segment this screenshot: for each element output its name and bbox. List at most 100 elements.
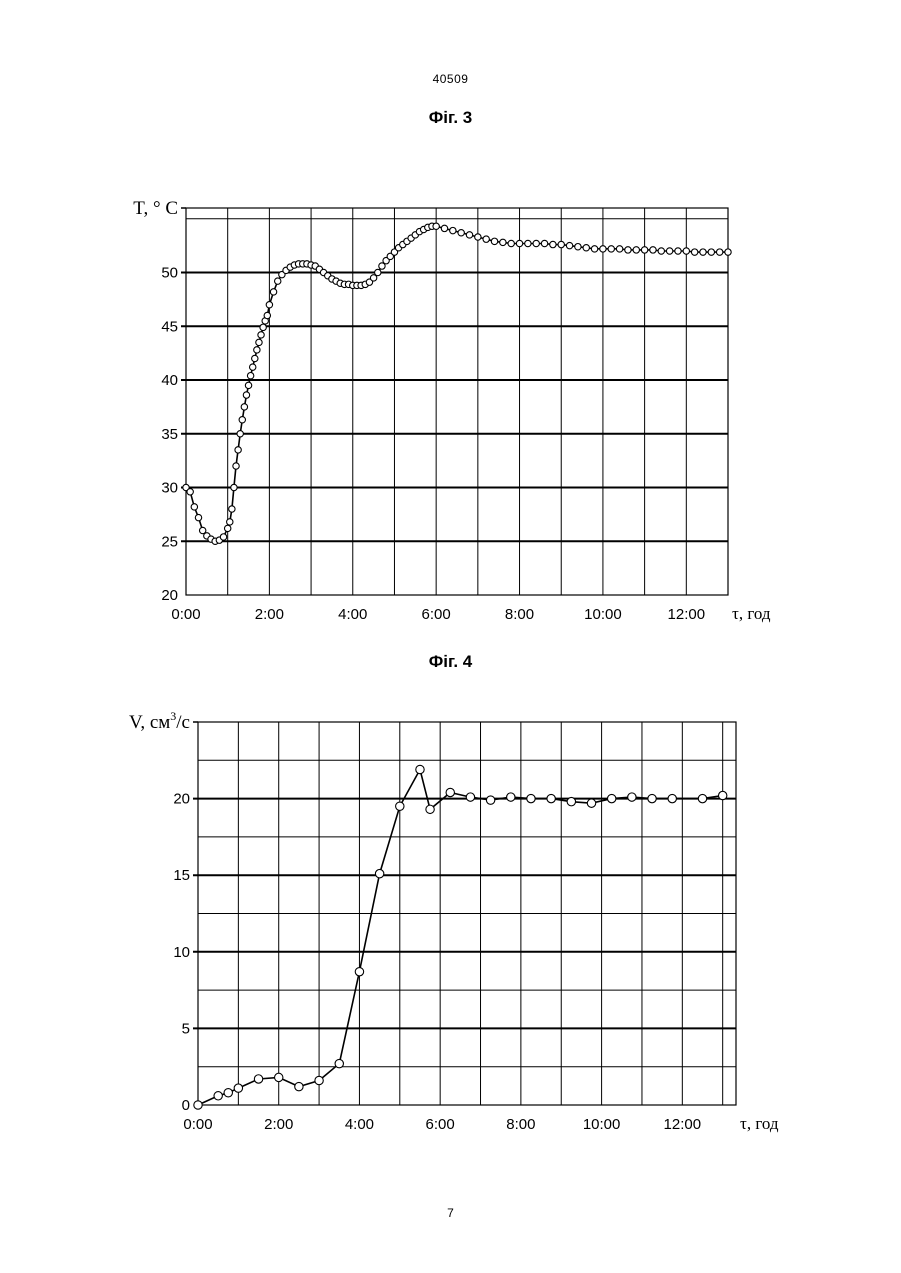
y-tick-label: 45 (161, 318, 178, 335)
data-point (550, 241, 556, 247)
page-number: 7 (0, 1206, 901, 1220)
x-tick-label: 6:00 (426, 1116, 455, 1133)
data-point (525, 240, 531, 246)
y-tick-label: 40 (161, 372, 178, 389)
y-tick-label: 30 (161, 480, 178, 497)
data-point (224, 525, 230, 531)
figure-3-title: Фіг. 3 (0, 108, 901, 128)
data-point (247, 373, 253, 379)
data-point (187, 489, 193, 495)
data-point (194, 1101, 202, 1109)
y-tick-label: 35 (161, 426, 178, 443)
data-point (633, 247, 639, 253)
plot-frame (186, 208, 728, 595)
data-point (275, 1073, 283, 1081)
data-point (416, 765, 424, 773)
data-point (533, 240, 539, 246)
x-tick-label: 2:00 (255, 606, 284, 623)
x-tick-label: 8:00 (506, 1116, 535, 1133)
data-point (229, 506, 235, 512)
x-tick-label: 10:00 (583, 1116, 621, 1133)
data-point (508, 240, 514, 246)
data-point (243, 392, 249, 398)
data-point (227, 519, 233, 525)
data-point (668, 794, 676, 802)
data-point (270, 289, 276, 295)
y-tick-label: 50 (161, 265, 178, 282)
x-tick-label: 4:00 (338, 606, 367, 623)
data-point (648, 794, 656, 802)
data-point (250, 364, 256, 370)
data-point (375, 269, 381, 275)
data-point (666, 248, 672, 254)
x-tick-label: 4:00 (345, 1116, 374, 1133)
x-tick-label: 0:00 (171, 606, 200, 623)
data-point (516, 240, 522, 246)
data-point (583, 245, 589, 251)
data-point (233, 463, 239, 469)
data-point (433, 223, 439, 229)
x-tick-label: 6:00 (422, 606, 451, 623)
data-point (254, 1075, 262, 1083)
data-point (195, 514, 201, 520)
x-axis-title: τ, год (740, 1114, 779, 1133)
data-point (275, 278, 281, 284)
data-point (191, 504, 197, 510)
data-point (260, 324, 266, 330)
data-point (426, 805, 434, 813)
data-point (625, 247, 631, 253)
data-point (658, 248, 664, 254)
y-tick-label: 10 (173, 944, 190, 961)
data-point (375, 869, 383, 877)
data-point (567, 797, 575, 805)
data-point (258, 332, 264, 338)
data-point (607, 794, 615, 802)
data-point (708, 249, 714, 255)
data-point (698, 794, 706, 802)
data-point (650, 247, 656, 253)
y-axis-title: T, ° C (133, 198, 178, 219)
data-point (683, 248, 689, 254)
data-point (691, 249, 697, 255)
data-point (245, 382, 251, 388)
data-point (237, 431, 243, 437)
data-point (591, 246, 597, 252)
data-point (541, 240, 547, 246)
data-point (264, 312, 270, 318)
data-point (231, 484, 237, 490)
flow-rate-chart: 051015200:002:004:006:008:0010:0012:00τ,… (0, 710, 901, 1160)
data-point (214, 1092, 222, 1100)
data-point (675, 248, 681, 254)
data-point (446, 788, 454, 796)
data-point (547, 794, 555, 802)
data-point (241, 404, 247, 410)
data-point (616, 246, 622, 252)
data-point (507, 793, 515, 801)
data-point (700, 249, 706, 255)
data-point (220, 534, 226, 540)
data-point (608, 246, 614, 252)
data-point (466, 232, 472, 238)
data-point (450, 227, 456, 233)
x-tick-label: 12:00 (664, 1116, 702, 1133)
data-point (396, 802, 404, 810)
y-tick-label: 15 (173, 867, 190, 884)
data-point (254, 347, 260, 353)
data-point (500, 239, 506, 245)
data-point (315, 1076, 323, 1084)
x-tick-label: 0:00 (183, 1116, 212, 1133)
y-tick-label: 20 (161, 587, 178, 604)
y-tick-label: 0 (182, 1097, 190, 1114)
x-tick-label: 12:00 (668, 606, 706, 623)
data-point (441, 225, 447, 231)
data-point (355, 968, 363, 976)
data-point (600, 246, 606, 252)
data-point (458, 230, 464, 236)
data-point (256, 339, 262, 345)
data-point (235, 447, 241, 453)
figure-4-title: Фіг. 4 (0, 652, 901, 672)
y-tick-label: 20 (173, 791, 190, 808)
x-axis-title: τ, год (732, 604, 771, 623)
data-point (718, 791, 726, 799)
y-axis-title: V, см3/с (129, 709, 190, 733)
